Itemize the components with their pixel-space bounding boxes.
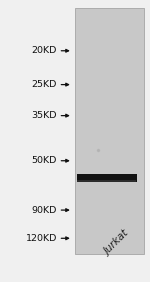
Bar bbox=[75, 8, 144, 254]
Text: 25KD: 25KD bbox=[32, 80, 57, 89]
Text: 90KD: 90KD bbox=[32, 206, 57, 215]
Text: 35KD: 35KD bbox=[32, 111, 57, 120]
Bar bbox=[77, 180, 136, 182]
Text: 50KD: 50KD bbox=[32, 156, 57, 165]
Text: Jurkat: Jurkat bbox=[102, 228, 131, 257]
Text: 120KD: 120KD bbox=[26, 234, 57, 243]
Bar bbox=[76, 174, 136, 182]
Text: 20KD: 20KD bbox=[32, 46, 57, 55]
